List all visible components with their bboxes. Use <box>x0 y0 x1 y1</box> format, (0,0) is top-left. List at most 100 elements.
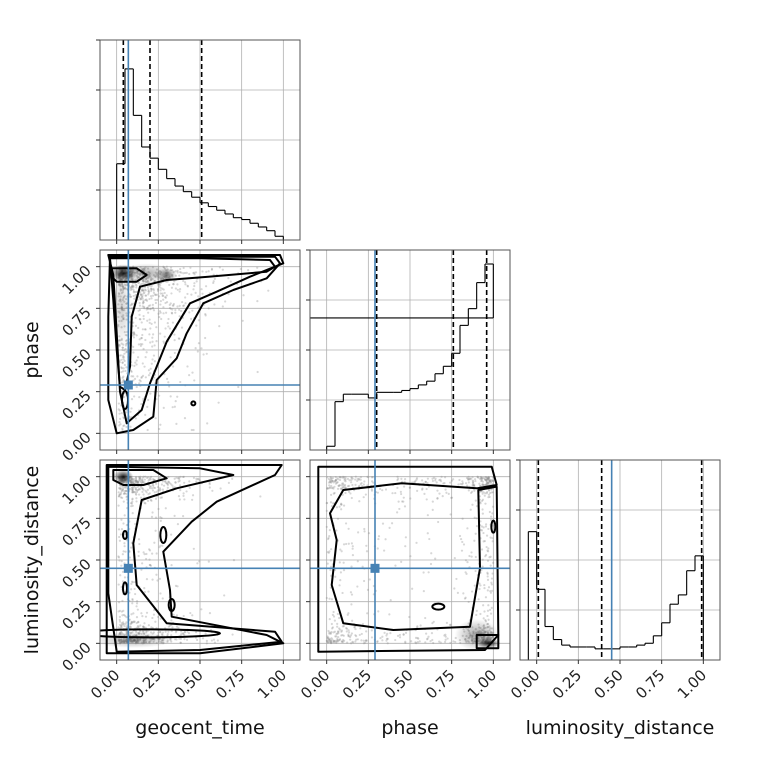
scatter-point <box>193 282 196 285</box>
scatter-point <box>118 493 121 496</box>
scatter-point <box>194 271 198 274</box>
scatter-point <box>429 562 433 566</box>
scatter-point <box>470 555 473 558</box>
scatter-point <box>121 361 124 364</box>
scatter-point <box>162 288 165 291</box>
scatter-point <box>332 639 336 642</box>
scatter-point <box>347 634 350 637</box>
scatter-point <box>377 537 380 541</box>
scatter-point <box>161 631 165 634</box>
scatter-point <box>367 532 371 535</box>
scatter-point <box>144 294 147 297</box>
y-tick-label: 0.50 <box>58 345 94 381</box>
scatter-point <box>358 633 361 637</box>
scatter-point <box>173 333 176 336</box>
scatter-point <box>151 578 154 581</box>
scatter-point <box>149 478 152 481</box>
scatter-point <box>346 613 349 616</box>
scatter-point <box>130 481 133 485</box>
scatter-point <box>135 290 138 293</box>
scatter-point <box>477 476 480 479</box>
scatter-point <box>415 642 418 645</box>
scatter-point <box>120 564 123 567</box>
scatter-point <box>428 537 431 541</box>
scatter-point <box>131 504 134 507</box>
scatter-point <box>467 489 470 492</box>
scatter-point <box>144 502 147 505</box>
scatter-point <box>159 488 162 491</box>
scatter-point <box>197 477 200 480</box>
x-tick-label: 1.00 <box>674 666 710 702</box>
scatter-point <box>466 484 469 487</box>
scatter-point <box>122 424 125 428</box>
scatter-point <box>139 318 142 321</box>
scatter-point <box>207 560 210 563</box>
scatter-point <box>117 556 121 559</box>
scatter-point <box>140 337 143 340</box>
scatter-point <box>177 337 180 340</box>
scatter-point <box>140 293 143 296</box>
scatter-point <box>139 624 142 627</box>
scatter-point <box>148 548 151 551</box>
scatter-point <box>125 616 128 619</box>
scatter-point <box>136 375 139 378</box>
scatter-point <box>326 641 329 644</box>
scatter-point <box>347 629 350 632</box>
x-tick-label: 0.25 <box>549 666 585 702</box>
scatter-point <box>426 637 429 640</box>
scatter-point <box>159 292 162 295</box>
scatter-point <box>389 599 392 602</box>
scatter-point <box>132 336 136 339</box>
scatter-point <box>415 477 419 480</box>
scatter-point <box>394 638 397 642</box>
scatter-point <box>141 289 145 292</box>
scatter-point <box>394 564 397 567</box>
scatter-point <box>137 550 140 553</box>
x-axis-label-luminosity_distance: luminosity_distance <box>526 717 715 739</box>
scatter-point <box>476 475 479 479</box>
scatter-point <box>143 587 146 590</box>
scatter-point <box>398 636 402 639</box>
scatter-point <box>446 637 449 640</box>
scatter-point <box>154 516 158 519</box>
scatter-point <box>330 641 334 644</box>
scatter-point <box>196 478 199 481</box>
scatter-point <box>148 485 151 488</box>
scatter-point <box>149 485 153 488</box>
scatter-point <box>485 481 489 485</box>
scatter-point <box>121 570 125 574</box>
scatter-point <box>487 481 490 484</box>
scatter-point <box>486 578 490 581</box>
scatter-point <box>119 488 122 491</box>
scatter-point <box>326 637 329 640</box>
scatter-point <box>409 497 412 500</box>
scatter-point <box>325 509 328 512</box>
scatter-point <box>432 641 435 645</box>
scatter-point <box>354 634 357 637</box>
scatter-point <box>483 583 486 587</box>
scatter-point <box>460 537 463 541</box>
scatter-point <box>402 485 406 488</box>
scatter-point <box>132 331 135 334</box>
scatter-point <box>439 480 443 483</box>
scatter-point <box>480 499 484 503</box>
scatter-point <box>192 547 195 550</box>
scatter-point <box>137 343 140 346</box>
scatter-point <box>139 486 142 489</box>
scatter-point <box>191 498 194 501</box>
scatter-point <box>360 481 363 485</box>
scatter-point <box>325 525 328 529</box>
scatter-point <box>335 635 338 638</box>
scatter-point <box>121 348 124 352</box>
scatter-point <box>333 568 337 572</box>
scatter-point <box>179 380 182 384</box>
scatter-point <box>170 563 173 567</box>
scatter-point <box>173 514 176 517</box>
scatter-point <box>467 478 470 481</box>
scatter-point <box>196 562 199 565</box>
scatter-point <box>171 406 174 409</box>
scatter-point <box>386 632 389 635</box>
scatter-point <box>453 556 456 560</box>
scatter-point <box>329 641 333 645</box>
